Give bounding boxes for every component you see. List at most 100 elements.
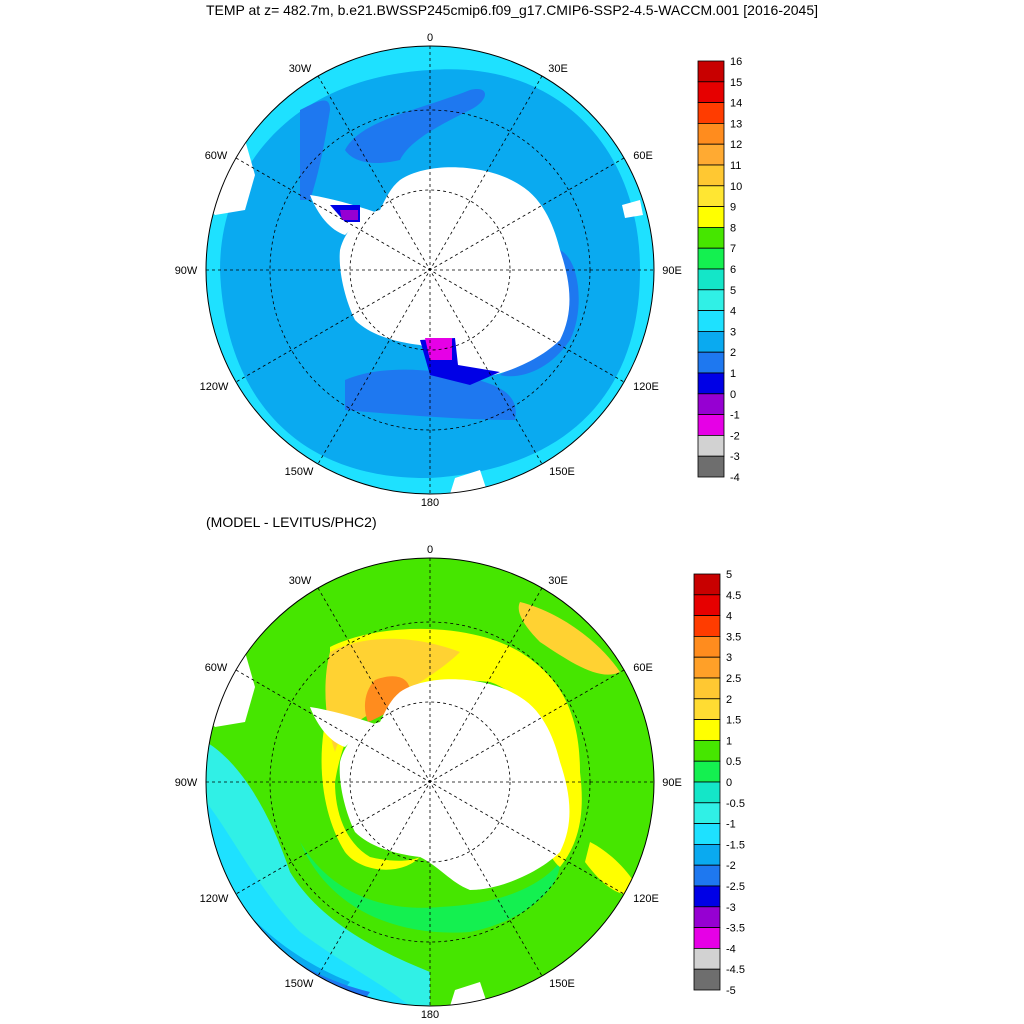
top-colorbar-tick-label: 6 xyxy=(730,264,736,276)
bottom-colorbar-swatch xyxy=(693,760,721,783)
top-colorbar-tick-label: 11 xyxy=(730,160,741,172)
bottom-colorbar-swatch xyxy=(693,719,721,741)
bottom-lon-label-60w: 60W xyxy=(205,662,228,674)
top-lon-label-90e: 90E xyxy=(662,265,682,277)
bottom-colorbar-tick-label: 3 xyxy=(726,652,732,664)
bottom-map-border xyxy=(205,557,655,1007)
bottom-colorbar-swatch xyxy=(693,927,721,949)
top-colorbar-swatch xyxy=(697,102,725,124)
figure-subtitle: (MODEL - LEVITUS/PHC2) xyxy=(206,514,377,530)
bottom-colorbar-swatch xyxy=(693,823,721,845)
bottom-colorbar-tick-label: -3.5 xyxy=(726,923,745,935)
top-map-panel: 0 30E 60E 90E 120E 150E 180 150W 120W 90… xyxy=(175,32,743,509)
bottom-island-land xyxy=(450,982,488,1006)
bottom-colorbar-tick-label: -2 xyxy=(726,860,736,872)
bottom-graticule xyxy=(206,558,654,1006)
bottom-colorbar-tick-label: -1.5 xyxy=(726,839,745,851)
top-colorbar-tick-label: 7 xyxy=(730,243,736,255)
top-field-band-neg1-0-weddell xyxy=(340,210,358,220)
bottom-colorbar-tick-label: 4 xyxy=(726,611,732,623)
top-colorbar-tick-label: 4 xyxy=(730,306,736,318)
bottom-colorbar-swatch xyxy=(693,573,721,596)
top-colorbar-swatch xyxy=(697,164,725,187)
bottom-lon-label-90w: 90W xyxy=(175,777,198,789)
top-map-border xyxy=(205,45,655,495)
top-colorbar-tick-label: 15 xyxy=(730,77,742,89)
top-colorbar-swatch xyxy=(697,206,725,228)
bottom-lon-label-0: 0 xyxy=(427,544,433,556)
bottom-colorbar-tick-label: 5 xyxy=(726,569,732,581)
bottom-colorbar-swatch xyxy=(693,698,721,721)
bottom-map-panel: 0 30E 60E 90E 120E 150E 180 150W 120W 90… xyxy=(0,512,1024,1024)
top-colorbar-swatch xyxy=(697,185,725,208)
top-field-east-rim xyxy=(590,110,654,430)
bottom-lon-label-120w: 120W xyxy=(200,893,229,905)
top-colorbar-tick-label: 14 xyxy=(730,98,742,110)
top-lon-label-150w: 150W xyxy=(285,466,314,478)
bottom-colorbar-tick-label: 3.5 xyxy=(726,631,741,643)
top-colorbar-tick-label: -3 xyxy=(730,451,740,463)
bottom-colorbar-tick-label: -5 xyxy=(726,985,736,997)
top-map-svg: 0 30E 60E 90E 120E 150E 180 150W 120W 90… xyxy=(175,32,743,509)
bottom-colorbar-tick-label: 0 xyxy=(726,777,732,789)
bottom-colorbar-tick-label: 1.5 xyxy=(726,715,741,727)
top-lon-label-90w: 90W xyxy=(175,265,198,277)
bottom-colorbar-swatch xyxy=(693,947,721,970)
bottom-colorbar-tick-label: -1 xyxy=(726,819,736,831)
top-colorbar-tick-label: 10 xyxy=(730,181,742,193)
top-colorbar-swatch xyxy=(697,330,725,353)
bottom-map-svg: 0 30E 60E 90E 120E 150E 180 150W 120W 90… xyxy=(175,544,745,1021)
top-colorbar-tick-label: 3 xyxy=(730,326,736,338)
top-lon-label-0: 0 xyxy=(427,32,433,44)
bottom-colorbar-tick-label: -4.5 xyxy=(726,964,745,976)
top-colorbar-tick-label: 5 xyxy=(730,285,736,297)
bottom-colorbar-swatch xyxy=(693,802,721,824)
bottom-colorbar-swatch xyxy=(693,677,721,700)
bottom-colorbar-tick-label: 4.5 xyxy=(726,590,741,602)
top-lon-label-60e: 60E xyxy=(633,150,653,162)
top-colorbar-tick-label: -4 xyxy=(730,472,740,484)
bottom-lon-label-180: 180 xyxy=(421,1009,439,1021)
top-colorbar-tick-label: 13 xyxy=(730,118,742,130)
top-colorbar-swatch xyxy=(697,81,725,104)
top-colorbar-swatch xyxy=(697,247,725,270)
top-lon-label-150e: 150E xyxy=(549,466,575,478)
bottom-colorbar-swatch xyxy=(693,968,721,991)
bottom-lon-label-30w: 30W xyxy=(289,575,312,587)
bottom-colorbar-swatch xyxy=(693,843,721,866)
top-colorbar-tick-label: -1 xyxy=(730,410,740,422)
bottom-lon-label-60e: 60E xyxy=(633,662,653,674)
top-colorbar-swatch xyxy=(697,455,725,478)
top-colorbar-tick-label: 8 xyxy=(730,222,736,234)
bottom-colorbar-swatch xyxy=(693,906,721,928)
top-colorbar-swatch xyxy=(697,143,725,166)
top-colorbar-swatch xyxy=(697,414,725,436)
bottom-lon-label-90e: 90E xyxy=(662,777,682,789)
bottom-colorbar-swatch xyxy=(693,594,721,617)
bottom-colorbar-swatch xyxy=(693,656,721,679)
bottom-lon-label-150e: 150E xyxy=(549,978,575,990)
top-colorbar-tick-label: 2 xyxy=(730,347,736,359)
top-kerguelen-land xyxy=(622,200,643,218)
top-colorbar-tick-label: -2 xyxy=(730,430,740,442)
bottom-colorbar-tick-label: -4 xyxy=(726,943,736,955)
bottom-colorbar-tick-label: 2 xyxy=(726,694,732,706)
bottom-colorbar-swatch xyxy=(693,864,721,887)
top-graticule xyxy=(206,46,654,494)
top-field-band-1-2-north xyxy=(345,89,485,163)
bottom-peninsula-land xyxy=(310,707,375,747)
bottom-colorbar-swatch xyxy=(693,615,721,637)
top-lon-label-120w: 120W xyxy=(200,381,229,393)
top-field-band-1-2-nw xyxy=(300,100,330,200)
bottom-colorbar-swatch xyxy=(693,636,721,658)
top-colorbar-swatch xyxy=(697,60,725,83)
top-colorbar-swatch xyxy=(697,123,725,145)
figure-title: TEMP at z= 482.7m, b.e21.BWSSP245cmip6.f… xyxy=(205,2,819,18)
top-colorbar-tick-label: 12 xyxy=(730,139,742,151)
top-colorbar-tick-label: 1 xyxy=(730,368,736,380)
bottom-colorbar-swatch xyxy=(693,885,721,908)
top-colorbar-swatch xyxy=(697,268,725,291)
bottom-lon-label-150w: 150W xyxy=(285,978,314,990)
top-lon-label-30w: 30W xyxy=(289,63,312,75)
